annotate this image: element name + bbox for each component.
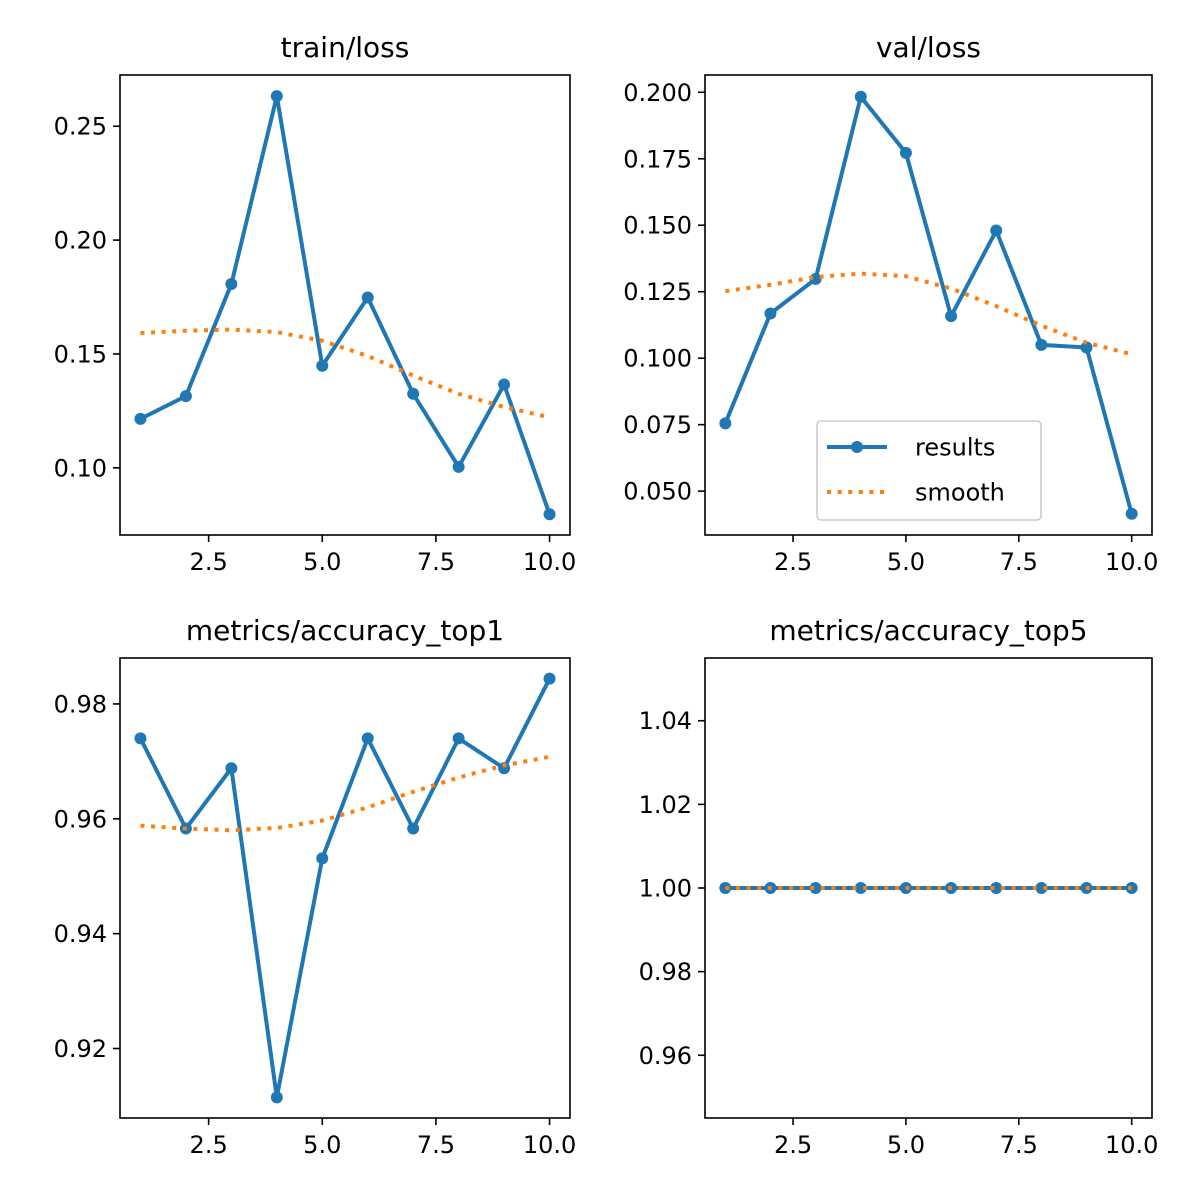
- y-tick-label: 0.25: [54, 113, 107, 141]
- series-line-results-val-loss: [723, 94, 1134, 515]
- y-tick-label: 0.94: [54, 920, 107, 948]
- series-line-results-train-loss: [139, 94, 552, 515]
- y-tick-label: 0.98: [639, 958, 692, 986]
- data-point-results: [990, 224, 1003, 237]
- chart-title-val-loss: val/loss: [876, 31, 981, 64]
- data-point-results: [543, 508, 556, 521]
- x-tick-label: 10.0: [523, 548, 576, 576]
- data-point-results: [225, 278, 238, 291]
- x-tick-label: 7.5: [417, 1131, 455, 1159]
- data-point-results: [899, 146, 912, 159]
- data-point-results: [270, 1091, 283, 1104]
- data-point-results: [854, 882, 867, 894]
- data-point-results: [134, 412, 147, 425]
- y-tick-label: 0.100: [623, 345, 692, 373]
- x-tick-label: 7.5: [1000, 1131, 1038, 1159]
- y-tick-label: 0.10: [54, 454, 107, 482]
- data-point-results: [452, 460, 465, 473]
- y-tick-label: 0.92: [54, 1035, 107, 1063]
- x-tick-label: 10.0: [523, 1131, 576, 1159]
- x-tick-label: 7.5: [417, 548, 455, 576]
- subplot-train-loss: train/loss 2.5 5.0 7.5 10.0 0.10 0.15 0.20 0.25: [54, 31, 577, 576]
- data-point-results: [945, 310, 958, 323]
- subplot-accuracy-top5: metrics/accuracy_top5 2.5 5.0 7.5 10.0 0.96 0.…: [639, 614, 1159, 1159]
- legend: results smooth: [816, 420, 1042, 521]
- x-tick-label: 2.5: [774, 1131, 812, 1159]
- y-tick-label: 1.00: [639, 875, 692, 903]
- series-line-results-accuracy-top1: [138, 677, 552, 1100]
- chart-title-accuracy-top1: metrics/accuracy_top1: [186, 614, 504, 647]
- y-tick-label: 0.050: [623, 478, 692, 506]
- data-point-results: [1035, 882, 1048, 894]
- data-point-results: [316, 852, 329, 865]
- legend-marker-results: [851, 441, 863, 453]
- data-point-results: [1125, 507, 1138, 520]
- data-point-results: [719, 882, 732, 894]
- y-tick-label: 0.200: [623, 79, 692, 107]
- data-point-results: [1125, 882, 1138, 894]
- series-line-smooth-train-loss: [140, 327, 550, 420]
- data-point-results: [179, 390, 192, 403]
- x-tick-label: 5.0: [303, 1131, 341, 1159]
- data-point-results: [809, 882, 822, 894]
- y-tick-label: 1.02: [639, 791, 692, 819]
- x-tick-label: 5.0: [887, 548, 925, 576]
- data-point-results: [407, 387, 420, 400]
- data-point-results: [270, 90, 283, 103]
- data-point-results: [134, 732, 147, 745]
- y-tick-label: 0.20: [54, 227, 107, 255]
- axes-frame-train-loss: [119, 74, 571, 536]
- x-tick-label: 10.0: [1105, 1131, 1158, 1159]
- x-tick-label: 5.0: [887, 1131, 925, 1159]
- x-tick-label: 2.5: [774, 548, 812, 576]
- y-tick-label: 0.96: [54, 805, 107, 833]
- legend-label-results: results: [915, 434, 995, 462]
- data-point-results: [316, 359, 329, 372]
- x-tick-label: 2.5: [190, 548, 228, 576]
- data-point-results: [543, 672, 556, 685]
- data-point-results: [407, 822, 420, 835]
- chart-title-accuracy-top5: metrics/accuracy_top5: [769, 614, 1087, 647]
- y-tick-label: 0.175: [623, 145, 692, 173]
- y-tick-label: 1.04: [639, 707, 692, 735]
- data-point-results: [361, 732, 374, 745]
- data-point-results: [1035, 338, 1048, 351]
- x-tick-label: 2.5: [190, 1131, 228, 1159]
- data-point-results: [764, 307, 777, 320]
- subplot-accuracy-top1: metrics/accuracy_top1 2.5 5.0 7.5 10.0 0.92 0.…: [54, 614, 577, 1159]
- y-tick-label: 0.125: [623, 278, 692, 306]
- data-point-results: [1080, 341, 1093, 354]
- subplot-val-loss: val/loss 2.5 5.0 7.5 10.0 0.050 0.075 0.100 0.12…: [623, 31, 1158, 576]
- data-point-results: [452, 732, 465, 745]
- data-point-results: [990, 882, 1003, 894]
- y-tick-label: 0.98: [54, 690, 107, 718]
- y-tick-label: 0.15: [54, 340, 107, 368]
- data-point-results: [498, 378, 511, 391]
- y-tick-label: 0.96: [639, 1042, 692, 1070]
- series-line-smooth-val-loss: [725, 271, 1133, 357]
- data-point-results: [719, 417, 732, 430]
- data-point-results: [225, 762, 238, 775]
- data-point-results: [854, 90, 867, 103]
- y-tick-label: 0.150: [623, 212, 692, 240]
- data-point-results: [498, 762, 511, 775]
- chart-title-train-loss: train/loss: [281, 31, 410, 64]
- axes-frame-accuracy-top1: [119, 657, 571, 1119]
- x-tick-label: 5.0: [303, 548, 341, 576]
- y-tick-label: 0.075: [623, 411, 692, 439]
- x-tick-label: 7.5: [1000, 548, 1038, 576]
- legend-label-smooth: smooth: [915, 479, 1005, 507]
- x-tick-label: 10.0: [1105, 548, 1158, 576]
- data-point-results: [361, 291, 374, 304]
